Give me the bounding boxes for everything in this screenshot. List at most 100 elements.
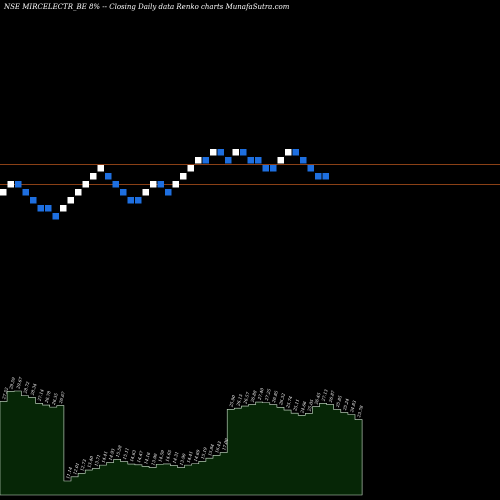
volume-value-label: 29.67 — [15, 376, 23, 390]
volume-value-label: 26.57 — [242, 391, 250, 405]
volume-value-label: 26.87 — [328, 390, 336, 404]
volume-value-label: 27.40 — [257, 387, 265, 401]
volume-value-label: 14.41 — [101, 450, 109, 463]
volume-value-label: 26.88 — [249, 390, 257, 404]
up-brick — [0, 189, 7, 196]
down-brick — [120, 189, 127, 196]
volume-value-label: 13.90 — [150, 453, 158, 466]
volume-value-label: 26.78 — [44, 390, 52, 404]
down-brick — [255, 157, 262, 164]
volume-value-label: 15.11 — [122, 447, 130, 460]
volume-value-label: 14.41 — [186, 450, 194, 463]
up-brick — [150, 181, 157, 188]
up-brick — [180, 173, 187, 180]
up-brick — [82, 181, 89, 188]
down-brick — [217, 149, 224, 156]
down-brick — [262, 165, 269, 172]
volume-value-label: 23.78 — [356, 405, 364, 419]
volume-value-label: 17.00 — [221, 438, 229, 451]
up-brick — [195, 157, 202, 164]
down-brick — [52, 213, 59, 220]
volume-value-label: 14.69 — [193, 449, 201, 462]
up-brick — [277, 157, 284, 164]
volume-value-label: 28.72 — [22, 381, 30, 395]
volume-value-label: 26.35 — [51, 392, 59, 406]
volume-value-label: 14.65 — [164, 449, 172, 462]
volume-value-label: 25.05 — [306, 399, 314, 413]
volume-value-label: 12.73 — [79, 458, 87, 471]
down-brick — [270, 165, 277, 172]
volume-value-label: 13.90 — [179, 453, 187, 466]
volume-value-label: 26.85 — [271, 390, 279, 404]
volume-value-label: 14.31 — [172, 451, 180, 464]
down-brick — [112, 181, 119, 188]
down-brick — [30, 197, 37, 204]
volume-value-label: 26.67 — [58, 391, 66, 405]
volume-value-label: 14.47 — [136, 450, 144, 463]
volume-value-label: 27.25 — [264, 388, 272, 402]
down-brick — [202, 157, 209, 164]
down-brick — [105, 173, 112, 180]
up-brick — [67, 197, 74, 204]
volume-value-label: 24.83 — [349, 400, 357, 414]
down-brick — [157, 181, 164, 188]
down-brick — [247, 157, 254, 164]
volume-value-label: 26.45 — [313, 392, 321, 406]
down-brick — [292, 149, 299, 156]
volume-value-label: 16.43 — [214, 440, 222, 453]
up-brick — [142, 189, 149, 196]
volume-value-label: 14.63 — [129, 449, 137, 462]
down-brick — [225, 157, 232, 164]
volume-value-label: 25.74 — [285, 395, 293, 409]
down-brick — [135, 197, 142, 204]
volume-value-label: 14.59 — [157, 449, 165, 462]
up-brick — [60, 205, 67, 212]
down-brick — [127, 197, 134, 204]
up-brick — [7, 181, 14, 188]
volume-value-label: 15.58 — [115, 444, 123, 457]
down-brick — [45, 205, 52, 212]
volume-value-label: 27.14 — [36, 388, 44, 402]
down-brick — [37, 205, 44, 212]
volume-value-label: 14.93 — [108, 448, 116, 461]
renko-bricks — [0, 149, 329, 220]
volume-value-label: 12.01 — [72, 462, 80, 475]
down-brick — [240, 149, 247, 156]
volume-value-label: 27.52 — [1, 387, 9, 401]
chart-title: NSE MIRCELECTR_BE 8% -- Closing Daily da… — [3, 3, 290, 11]
volume-value-label: 29.59 — [8, 376, 16, 390]
volume-value-label: 25.85 — [335, 395, 343, 409]
volume-value-label: 13.40 — [86, 455, 94, 468]
up-brick — [285, 149, 292, 156]
down-brick — [22, 189, 29, 196]
volume-value-label: 13.71 — [93, 454, 101, 467]
up-brick — [90, 173, 97, 180]
up-brick — [210, 149, 217, 156]
up-brick — [187, 165, 194, 172]
down-brick — [15, 181, 22, 188]
volume-area — [0, 390, 363, 496]
volume-value-label: 25.24 — [342, 398, 350, 412]
volume-value-label: 24.66 — [299, 400, 307, 414]
up-brick — [172, 181, 179, 188]
down-brick — [315, 173, 322, 180]
up-brick — [75, 189, 82, 196]
volume-value-label: 15.84 — [207, 443, 215, 456]
volume-value-label: 14.16 — [143, 451, 151, 464]
down-brick — [307, 165, 314, 172]
volume-value-label: 26.32 — [278, 392, 286, 406]
volume-value-label: 25.11 — [292, 399, 300, 413]
volume-value-label: 25.90 — [228, 394, 236, 408]
down-brick — [165, 189, 172, 196]
up-brick — [232, 149, 239, 156]
volume-value-label: 27.13 — [320, 388, 328, 402]
volume-value-label: 26.13 — [235, 393, 243, 407]
volume-panel — [0, 390, 363, 496]
volume-value-label: 28.34 — [29, 383, 37, 397]
volume-value-label: 15.19 — [200, 446, 208, 459]
down-brick — [322, 173, 329, 180]
down-brick — [300, 157, 307, 164]
